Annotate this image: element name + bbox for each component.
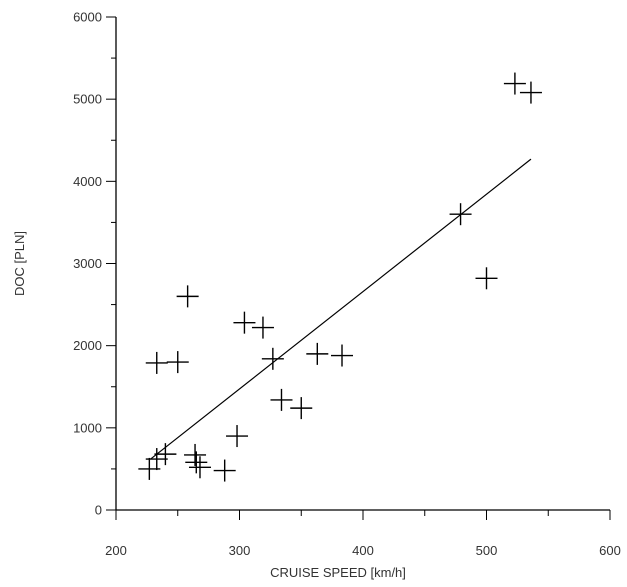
y-tick-label: 3000 [73,256,102,271]
data-points [138,72,542,482]
data-point [306,342,329,365]
data-point [503,72,526,95]
data-point [145,351,168,374]
data-point [331,344,354,367]
data-point [188,456,211,479]
y-tick-label: 2000 [73,338,102,353]
y-tick-label: 6000 [73,10,102,25]
data-point [251,316,274,339]
data-point [154,443,177,466]
data-point [290,397,313,420]
data-point [213,459,236,482]
data-point [176,285,199,308]
data-point [145,448,168,471]
data-point [226,425,249,448]
data-point [475,267,498,290]
x-tick-label: 300 [229,543,251,558]
data-point [270,388,293,411]
y-tick-label: 5000 [73,92,102,107]
x-axis-title: CRUISE SPEED [km/h] [270,565,406,580]
x-tick-label: 500 [476,543,498,558]
x-tick-label: 600 [599,543,621,558]
y-tick-label: 4000 [73,174,102,189]
data-point [185,451,208,474]
data-point [233,311,256,334]
y-tick-label: 0 [95,503,102,518]
data-point [519,81,542,104]
data-point [261,347,284,370]
data-point [166,351,189,374]
trend-line [150,158,532,460]
axes: 0 1000 2000 3000 4000 5000 6000 200 300 400 500 600 [73,10,621,559]
y-tick-label: 1000 [73,420,102,435]
y-axis-title: DOC [PLN] [12,231,27,296]
x-tick-label: 400 [352,543,374,558]
data-point [449,203,472,226]
x-tick-label: 200 [105,543,127,558]
trendline-group [150,158,532,460]
